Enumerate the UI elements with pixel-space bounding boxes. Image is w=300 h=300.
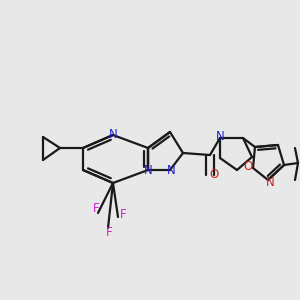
Text: N: N [216, 130, 224, 143]
Text: N: N [144, 164, 152, 176]
Text: N: N [109, 128, 117, 142]
Text: N: N [266, 176, 274, 190]
Text: O: O [209, 169, 219, 182]
Text: O: O [243, 160, 253, 172]
Text: F: F [106, 226, 112, 238]
Text: F: F [120, 208, 126, 221]
Text: F: F [93, 202, 99, 215]
Text: N: N [167, 164, 176, 178]
